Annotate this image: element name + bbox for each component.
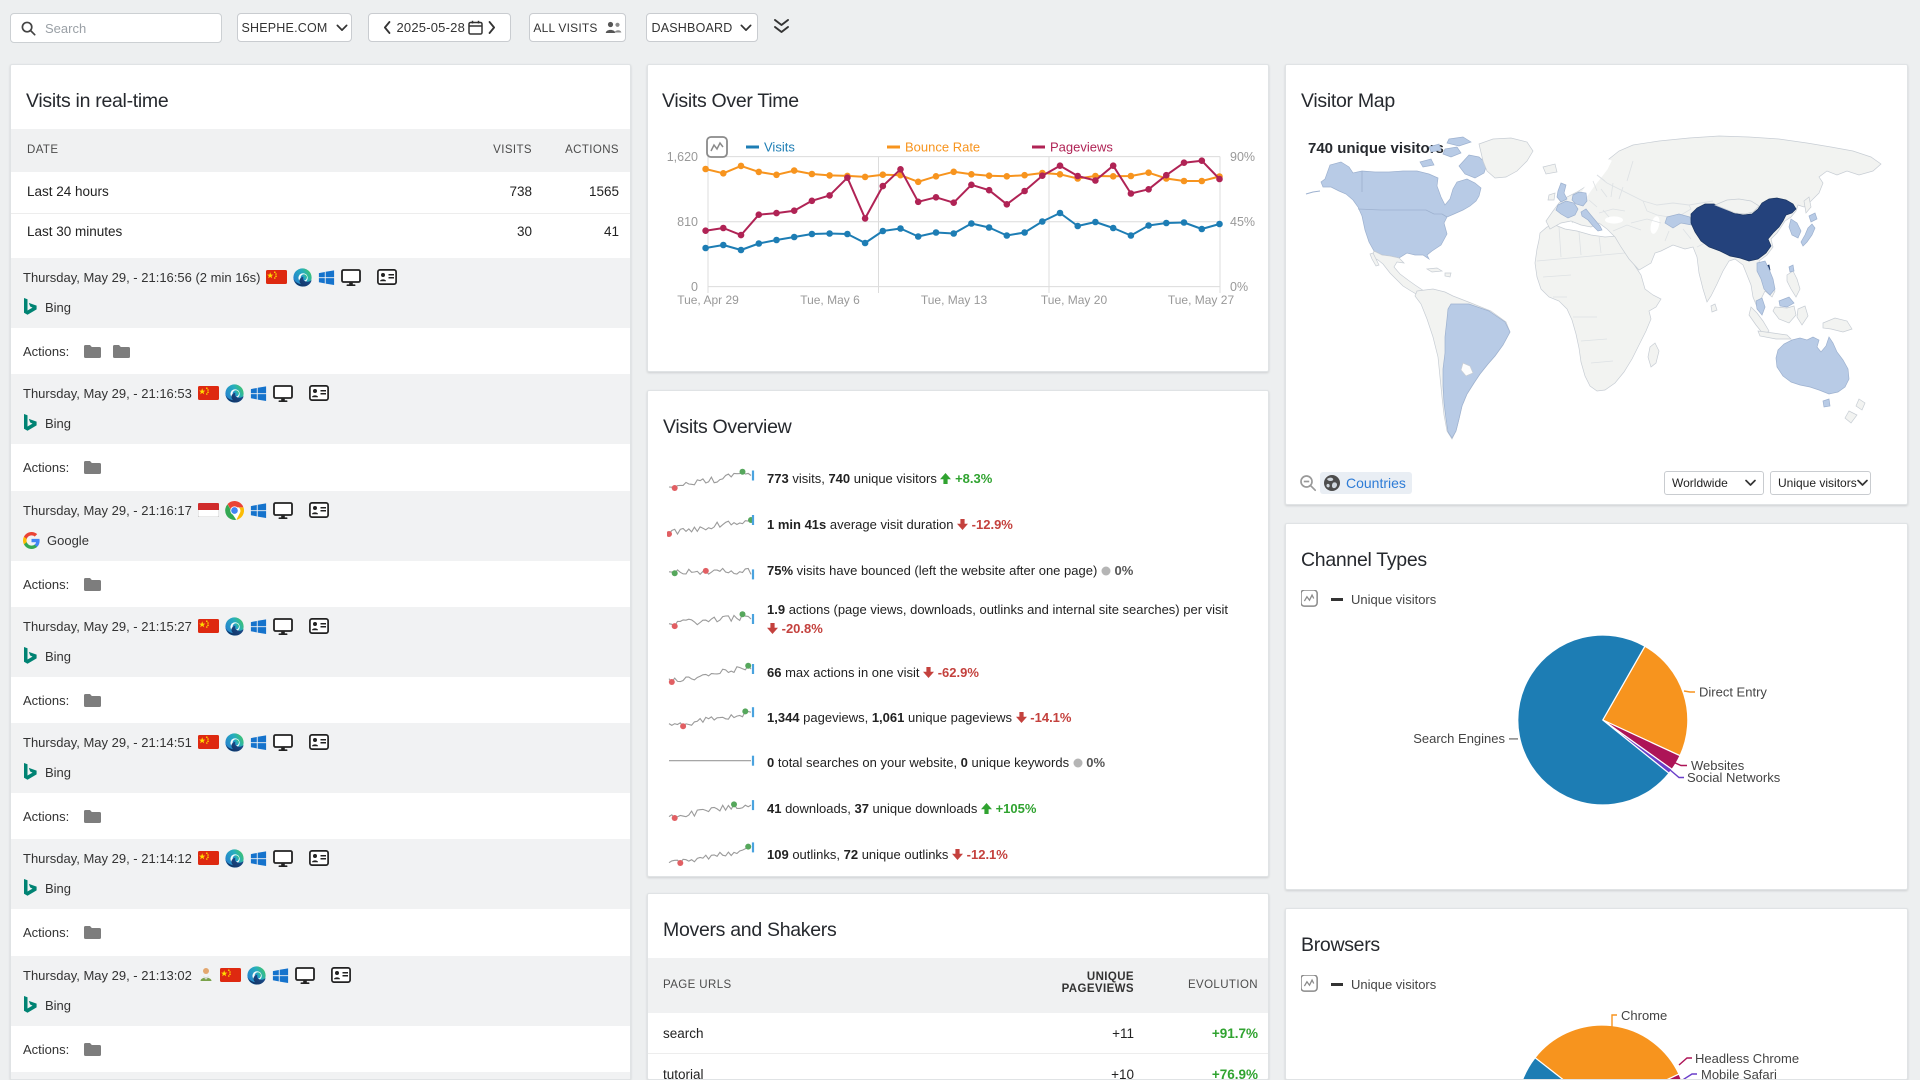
svg-text:Direct Entry: Direct Entry — [1699, 685, 1767, 700]
svg-text:Tue, Apr 29: Tue, Apr 29 — [677, 293, 739, 307]
svg-text:0%: 0% — [1230, 280, 1248, 294]
svg-text:Tue, May 6: Tue, May 6 — [800, 293, 860, 307]
svg-text:Tue, May 20: Tue, May 20 — [1041, 293, 1108, 307]
svg-text:1,620: 1,620 — [667, 150, 698, 164]
svg-text:Bounce Rate: Bounce Rate — [905, 140, 980, 155]
svg-text:90%: 90% — [1230, 150, 1255, 164]
svg-text:0: 0 — [691, 280, 698, 294]
svg-text:810: 810 — [677, 215, 698, 229]
svg-text:Visits: Visits — [764, 140, 795, 155]
svg-text:Social Networks: Social Networks — [1687, 770, 1781, 785]
svg-text:Mobile Safari: Mobile Safari — [1701, 1067, 1777, 1080]
svg-text:45%: 45% — [1230, 215, 1255, 229]
svg-text:Tue, May 13: Tue, May 13 — [921, 293, 988, 307]
svg-text:Pageviews: Pageviews — [1050, 140, 1113, 155]
svg-text:Headless Chrome: Headless Chrome — [1695, 1051, 1799, 1066]
svg-text:Websites: Websites — [1691, 758, 1745, 773]
svg-text:Search Engines: Search Engines — [1413, 731, 1505, 746]
svg-text:Tue, May 27: Tue, May 27 — [1168, 293, 1235, 307]
svg-text:Chrome: Chrome — [1621, 1008, 1667, 1023]
